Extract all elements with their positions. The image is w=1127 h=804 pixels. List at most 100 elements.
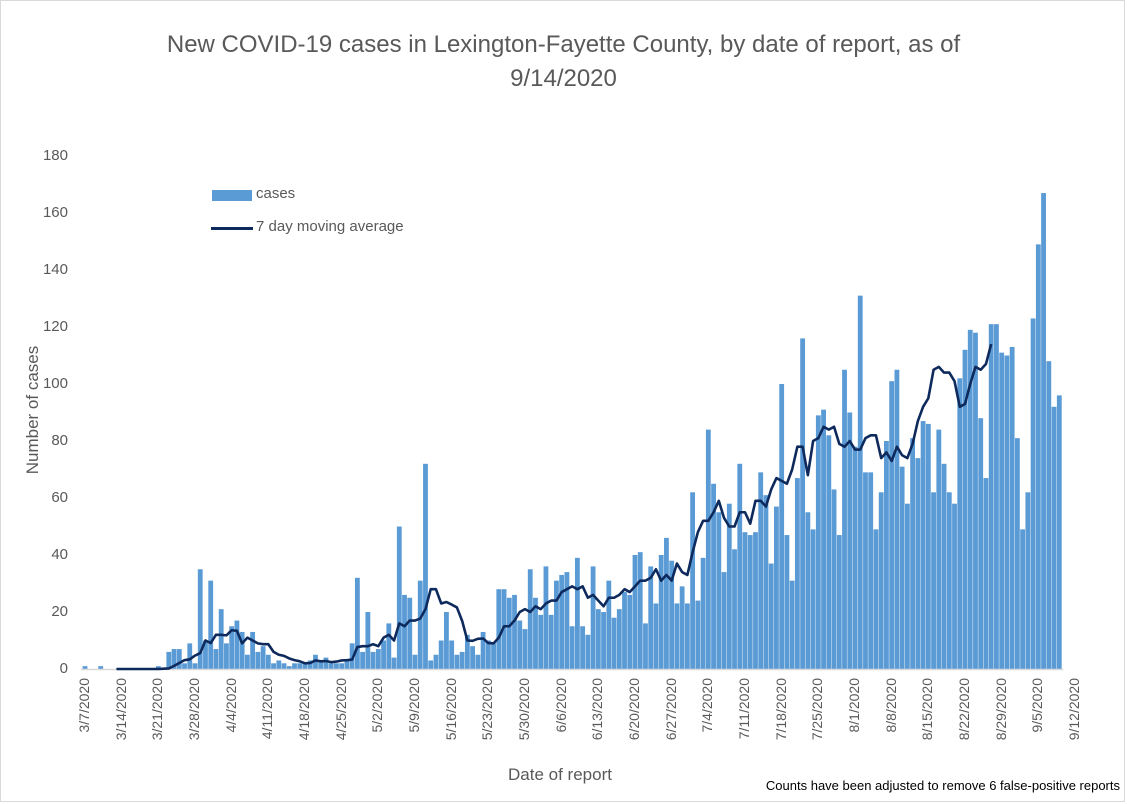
case-bar — [187, 643, 193, 669]
chart-title-line2: 9/14/2020 — [510, 65, 617, 92]
case-bar — [203, 640, 208, 669]
case-bar — [334, 663, 339, 669]
case-bar — [868, 472, 874, 669]
case-bar — [904, 503, 910, 669]
case-bar — [674, 603, 680, 669]
case-bar — [459, 651, 465, 669]
y-tick-label: 140 — [42, 261, 68, 278]
case-bar — [349, 643, 355, 669]
case-bar — [810, 529, 816, 669]
case-bar — [1041, 193, 1046, 670]
legend-average-label: 7 day moving average — [256, 218, 404, 235]
case-bar — [318, 660, 324, 669]
case-bar — [239, 631, 245, 669]
chart-title-line1: New COVID-19 cases in Lexington-Fayette … — [166, 31, 961, 58]
case-bar — [276, 660, 282, 669]
case-bar — [1009, 346, 1015, 669]
case-bar — [328, 663, 334, 669]
case-bar — [690, 492, 696, 669]
case-bar — [763, 495, 769, 669]
case-bar — [506, 597, 512, 669]
case-bar — [213, 649, 219, 669]
case-bar — [627, 594, 633, 669]
case-bar — [658, 555, 664, 669]
case-bar — [590, 566, 596, 669]
case-bar — [286, 666, 292, 669]
case-bar — [653, 603, 659, 669]
case-bar — [234, 620, 240, 669]
case-bar — [852, 446, 858, 669]
case-bar — [423, 463, 428, 669]
case-bar — [281, 663, 287, 669]
case-bar — [564, 572, 570, 669]
case-bar — [438, 640, 444, 669]
case-bar — [779, 384, 785, 669]
y-tick-label: 100 — [42, 375, 68, 392]
case-bar — [931, 492, 936, 669]
case-bar — [444, 612, 449, 669]
case-bar — [768, 563, 774, 669]
case-bar — [538, 614, 544, 669]
case-bar — [878, 492, 884, 669]
case-bar — [978, 418, 984, 669]
case-bar — [391, 657, 397, 669]
case-bar — [302, 663, 308, 669]
y-tick-label: 0 — [59, 660, 68, 677]
case-bar — [454, 654, 460, 669]
case-bar — [417, 580, 423, 669]
case-bar — [648, 566, 654, 669]
case-bar — [967, 329, 973, 669]
case-bar — [354, 577, 360, 669]
case-bar — [616, 609, 622, 669]
case-bar — [705, 429, 711, 669]
case-bar — [554, 580, 559, 669]
case-bar — [480, 631, 486, 669]
case-bar — [360, 651, 366, 669]
legend-cases-swatch — [212, 190, 252, 201]
case-bar — [224, 643, 229, 669]
case-bar — [973, 332, 978, 669]
case-bar — [737, 463, 743, 669]
case-bar — [307, 660, 313, 669]
case-bar — [601, 612, 606, 669]
case-bar — [936, 429, 942, 669]
case-bar — [915, 458, 921, 669]
case-bar — [695, 600, 701, 669]
case-bar — [297, 663, 303, 669]
chart-title: New COVID-19 cases in Lexington-Fayette … — [0, 28, 1127, 96]
case-bar — [611, 617, 617, 669]
case-bar — [155, 666, 161, 669]
y-tick-label: 180 — [42, 147, 68, 164]
case-bar — [679, 586, 685, 669]
case-bar — [197, 569, 203, 669]
case-bar — [784, 535, 790, 669]
case-bar — [742, 532, 748, 669]
case-bar — [344, 660, 350, 669]
case-bar — [836, 535, 842, 669]
case-bar — [449, 640, 455, 669]
legend-average-line — [211, 227, 253, 230]
case-bar — [941, 463, 947, 669]
case-bar — [1004, 355, 1010, 669]
case-bar — [428, 660, 434, 669]
case-bar — [857, 295, 863, 669]
case-bar — [171, 649, 177, 669]
case-bar — [962, 349, 968, 669]
case-bar — [643, 623, 648, 669]
case-bar — [884, 441, 889, 669]
case-bar — [433, 654, 439, 669]
footnote-annotation: Counts have been adjusted to remove 6 fa… — [765, 778, 1120, 793]
legend-cases-label: cases — [256, 185, 296, 202]
case-bar — [229, 626, 235, 669]
case-bar — [920, 421, 926, 669]
case-bar — [192, 663, 198, 669]
case-bar — [386, 623, 392, 669]
case-bar — [1051, 406, 1057, 669]
case-bar — [208, 580, 214, 669]
case-bar — [1056, 395, 1062, 669]
case-bar — [1046, 361, 1052, 669]
y-tick-label: 20 — [51, 603, 68, 620]
case-bar — [664, 537, 669, 669]
